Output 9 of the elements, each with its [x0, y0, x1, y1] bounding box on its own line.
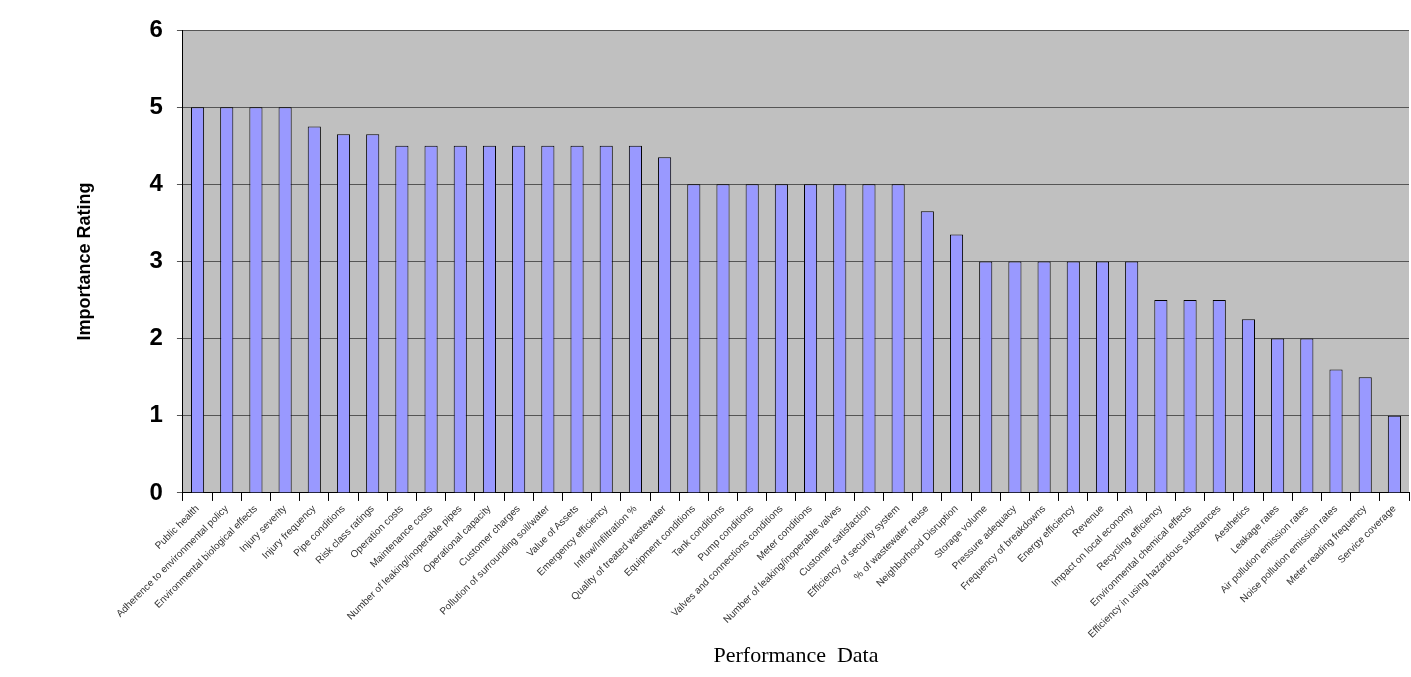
- y-tick-label: 0: [149, 477, 163, 505]
- y-tick-label: 5: [149, 91, 163, 119]
- y-tick-label: 4: [149, 168, 164, 196]
- x-axis-title: Performance Data: [713, 641, 879, 667]
- y-tick-label: 3: [149, 246, 163, 274]
- y-axis-title: Importance Rating: [73, 182, 94, 341]
- y-tick-label: 2: [149, 323, 163, 351]
- y-tick-label: 6: [149, 14, 163, 42]
- y-tick-label: 1: [149, 400, 163, 428]
